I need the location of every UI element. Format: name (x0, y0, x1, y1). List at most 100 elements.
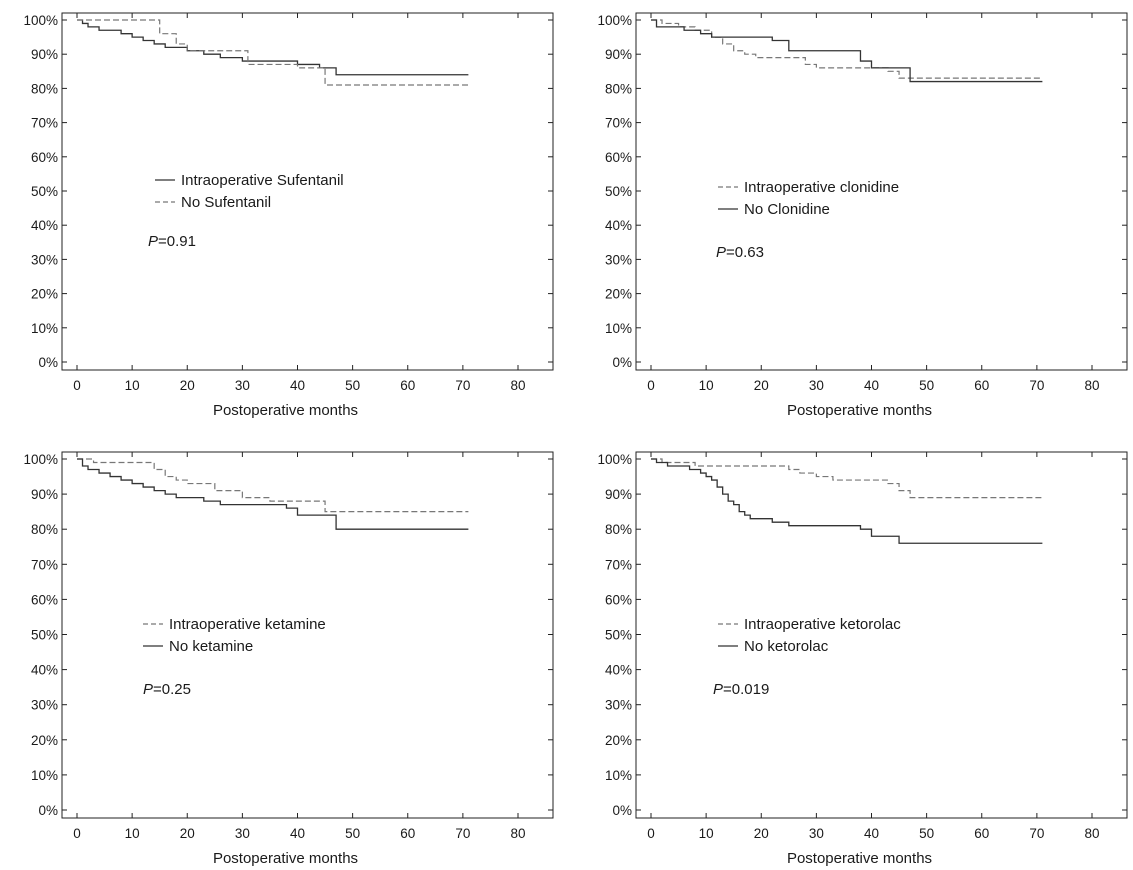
legend-label-1: Intraoperative Sufentanil (181, 172, 344, 189)
x-axis-title: Postoperative months (787, 402, 932, 419)
y-tick-label: 50% (605, 184, 632, 199)
chart-panel-4: 0% 10% 20% 30% 40% 50% 60% 70% 80% 90% 100% 0 10 20 30… (597, 451, 1128, 867)
x-tick-label: 0 (647, 378, 655, 393)
y-tick-label: 30% (31, 252, 58, 267)
x-tick-label: 30 (809, 826, 824, 841)
y-tick-label: 60% (31, 150, 58, 165)
y-tick-label: 50% (31, 184, 58, 199)
y-tick-label: 30% (605, 698, 632, 713)
x-tick-label: 80 (1084, 378, 1099, 393)
x-tick-label: 20 (754, 826, 769, 841)
y-tick-label: 100% (23, 452, 58, 467)
y-tick-label: 90% (31, 47, 58, 62)
y-tick-label: 100% (23, 13, 58, 28)
y-tick-label: 0% (38, 355, 58, 370)
y-tick-label: 70% (605, 557, 632, 572)
y-tick-label: 90% (31, 487, 58, 502)
x-tick-label: 10 (125, 826, 140, 841)
p-value-number: =0.019 (723, 681, 769, 698)
p-value-number: =0.63 (726, 244, 764, 261)
p-value-annotation: P=0.019 (713, 681, 769, 698)
x-tick-label: 70 (1029, 378, 1044, 393)
y-tick-label: 40% (31, 663, 58, 678)
x-tick-label: 80 (510, 826, 525, 841)
x-tick-label: 60 (400, 378, 415, 393)
y-tick-label: 10% (605, 768, 632, 783)
y-tick-label: 40% (605, 663, 632, 678)
y-tick-label: 80% (31, 81, 58, 96)
x-tick-label: 50 (345, 826, 360, 841)
plot-frame (61, 12, 554, 371)
y-tick-label: 90% (605, 487, 632, 502)
x-tick-label: 0 (73, 826, 81, 841)
p-value-annotation: P=0.91 (148, 233, 196, 250)
y-tick-label: 30% (31, 698, 58, 713)
chart-panel-2: 0% 10% 20% 30% 40% 50% 60% 70% 80% 90% 100% 0 10 20 30… (597, 12, 1128, 419)
x-tick-label: 0 (647, 826, 655, 841)
x-tick-label: 50 (919, 378, 934, 393)
x-tick-label: 20 (754, 378, 769, 393)
series-line-1 (651, 19, 1043, 79)
x-tick-label: 70 (1029, 826, 1044, 841)
y-tick-label: 20% (31, 287, 58, 302)
x-tick-label: 60 (400, 826, 415, 841)
x-tick-label: 40 (290, 826, 305, 841)
y-tick-label: 80% (605, 522, 632, 537)
y-tick-label: 70% (31, 116, 58, 131)
p-value-symbol: P (148, 233, 158, 250)
x-tick-label: 60 (974, 378, 989, 393)
x-tick-label: 70 (455, 826, 470, 841)
y-tick-label: 80% (31, 522, 58, 537)
p-value-annotation: P=0.63 (716, 244, 764, 261)
legend-label-2: No ketorolac (744, 638, 829, 655)
chart-panel-1: 0% 10% 20% 30% 40% 50% 60% 70% 80% 90% 100% 0 10 20 30… (23, 12, 554, 419)
p-value-symbol: P (716, 244, 726, 261)
y-tick-label: 10% (31, 768, 58, 783)
legend-label-2: No Clonidine (744, 201, 830, 218)
y-tick-label: 20% (605, 733, 632, 748)
y-tick-label: 0% (612, 803, 632, 818)
x-tick-label: 30 (809, 378, 824, 393)
x-tick-label: 40 (864, 826, 879, 841)
x-axis-title: Postoperative months (787, 850, 932, 867)
p-value-number: =0.25 (153, 681, 191, 698)
legend-label-2: No ketamine (169, 638, 253, 655)
y-tick-label: 60% (31, 592, 58, 607)
x-axis-title: Postoperative months (213, 850, 358, 867)
y-tick-label: 40% (31, 218, 58, 233)
x-tick-label: 50 (919, 826, 934, 841)
y-tick-label: 60% (605, 592, 632, 607)
series-line-1 (77, 458, 469, 513)
x-tick-label: 30 (235, 378, 250, 393)
plot-frame (61, 451, 554, 819)
series-line-1 (651, 458, 1043, 499)
y-tick-label: 20% (31, 733, 58, 748)
series-line-2 (651, 458, 1043, 544)
series-line-2 (77, 458, 469, 530)
series-line-1 (77, 19, 469, 76)
y-tick-label: 50% (31, 628, 58, 643)
x-tick-label: 60 (974, 826, 989, 841)
x-tick-label: 80 (1084, 826, 1099, 841)
y-tick-label: 30% (605, 252, 632, 267)
x-tick-label: 50 (345, 378, 360, 393)
p-value-number: =0.91 (158, 233, 196, 250)
y-tick-label: 10% (605, 321, 632, 336)
series-line-2 (651, 19, 1043, 83)
legend-label-1: Intraoperative ketamine (169, 616, 326, 633)
legend-label-1: Intraoperative ketorolac (744, 616, 901, 633)
plot-frame (635, 451, 1128, 819)
x-tick-label: 30 (235, 826, 250, 841)
y-tick-label: 50% (605, 628, 632, 643)
x-tick-label: 20 (180, 826, 195, 841)
p-value-symbol: P (713, 681, 723, 698)
legend-label-1: Intraoperative clonidine (744, 179, 899, 196)
y-tick-label: 20% (605, 287, 632, 302)
x-tick-label: 40 (290, 378, 305, 393)
legend-label-2: No Sufentanil (181, 194, 271, 211)
y-tick-label: 90% (605, 47, 632, 62)
y-tick-label: 70% (605, 116, 632, 131)
y-tick-label: 40% (605, 218, 632, 233)
x-tick-label: 10 (125, 378, 140, 393)
y-tick-label: 10% (31, 321, 58, 336)
